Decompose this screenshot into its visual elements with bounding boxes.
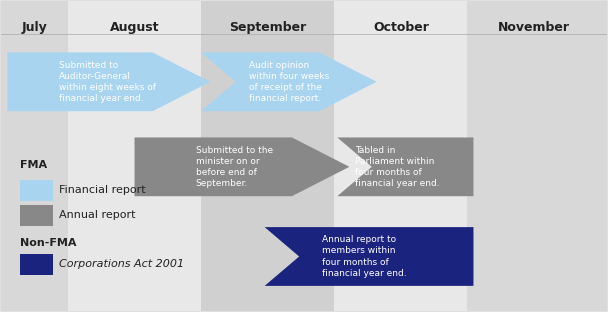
FancyBboxPatch shape (334, 1, 468, 311)
FancyBboxPatch shape (468, 1, 607, 311)
Text: Annual report: Annual report (59, 210, 136, 220)
Text: Submitted to the
minister on or
before end of
September.: Submitted to the minister on or before e… (196, 146, 273, 188)
Text: Tabled in
Parliament within
four months of
financial year end.: Tabled in Parliament within four months … (356, 146, 440, 188)
Polygon shape (201, 52, 376, 111)
Text: Non-FMA: Non-FMA (19, 237, 76, 248)
Text: Corporations Act 2001: Corporations Act 2001 (59, 259, 184, 269)
Text: Financial report: Financial report (59, 185, 145, 195)
FancyBboxPatch shape (19, 180, 53, 201)
Text: September: September (229, 22, 306, 35)
FancyBboxPatch shape (1, 1, 68, 311)
Text: FMA: FMA (19, 160, 47, 170)
Polygon shape (264, 227, 474, 286)
FancyBboxPatch shape (19, 205, 53, 226)
Text: Submitted to
Auditor-General
within eight weeks of
financial year end.: Submitted to Auditor-General within eigh… (59, 61, 156, 103)
Text: July: July (22, 22, 47, 35)
Polygon shape (337, 138, 474, 196)
Polygon shape (134, 138, 350, 196)
Text: October: October (373, 22, 429, 35)
FancyBboxPatch shape (19, 254, 53, 275)
Text: Audit opinion
within four weeks
of receipt of the
financial report.: Audit opinion within four weeks of recei… (249, 61, 329, 103)
Polygon shape (7, 52, 210, 111)
FancyBboxPatch shape (68, 1, 201, 311)
Text: August: August (110, 22, 159, 35)
Text: November: November (498, 22, 570, 35)
Text: Annual report to
members within
four months of
financial year end.: Annual report to members within four mon… (322, 235, 407, 278)
FancyBboxPatch shape (201, 1, 334, 311)
